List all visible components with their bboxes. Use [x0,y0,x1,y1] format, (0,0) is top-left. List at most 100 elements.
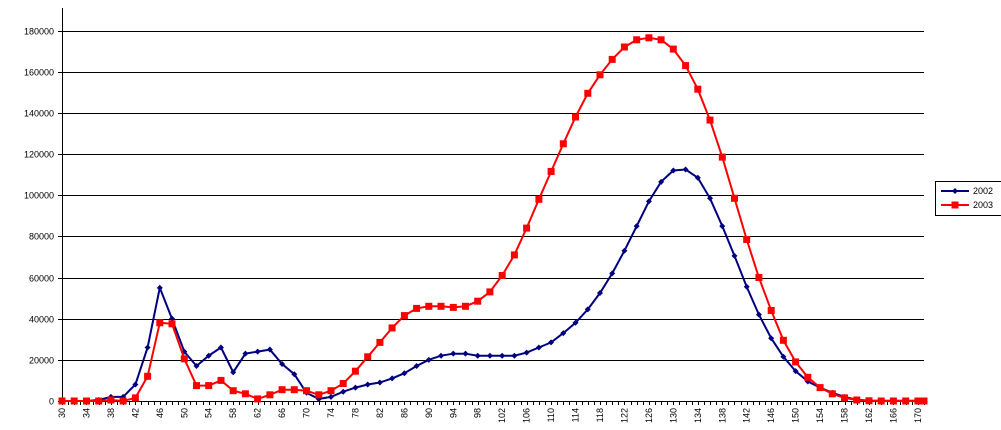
x-tick-label: 58 [228,408,238,418]
data-point [205,382,213,390]
series-group [58,34,928,405]
data-point [535,344,542,351]
legend-label-2003: 2003 [973,200,993,210]
data-point [254,395,262,403]
x-tick-label: 62 [253,408,263,418]
data-point [707,195,714,202]
data-point [450,350,457,357]
data-point [144,344,151,351]
x-tick-label: 170 [913,408,923,423]
x-tick-label: 154 [815,408,825,423]
data-point [731,194,738,202]
data-point [645,198,652,205]
data-point [682,62,690,70]
data-point [535,195,543,203]
legend-label-2002: 2002 [973,186,993,196]
data-point [780,353,787,360]
x-tick-label: 82 [375,408,385,418]
data-point [486,352,493,359]
data-point [351,367,359,375]
data-point [608,55,616,63]
data-point [389,375,396,382]
x-tick-label: 50 [179,408,189,418]
x-tick-label: 86 [399,408,409,418]
y-tick-label: 60000 [29,274,54,284]
data-point [670,167,677,174]
data-point [437,302,445,310]
gridlines [62,31,924,361]
data-point [560,330,567,337]
series-2003 [58,34,928,405]
data-point [205,352,212,359]
x-tick-label: 42 [130,408,140,418]
data-point [877,397,885,405]
data-point [376,338,384,346]
data-point [340,388,347,395]
y-tick-label: 100000 [24,191,54,201]
x-tick-label: 94 [448,408,458,418]
data-point [474,352,481,359]
data-point [596,289,603,296]
series-line-2003 [62,36,924,403]
data-point [291,371,298,378]
x-tick-label: 162 [864,408,874,423]
data-point [425,302,433,310]
data-point [498,272,506,279]
data-point [217,344,224,351]
axes [62,8,924,402]
data-point [217,376,225,384]
data-point [731,252,738,259]
y-tick-label: 20000 [29,356,54,366]
data-point [229,387,237,395]
data-point [449,303,457,311]
data-point [743,236,751,243]
x-tick-label: 106 [522,408,532,423]
data-point [278,386,286,394]
data-point [58,397,66,405]
data-point [620,43,628,51]
x-tick-label: 66 [277,408,287,418]
data-point [865,397,873,405]
data-point [682,166,689,173]
data-point [95,397,103,405]
data-point [853,396,861,404]
data-point [290,386,298,394]
data-point [303,387,310,395]
data-point [193,382,200,390]
data-point [180,355,188,363]
data-point [920,397,928,405]
data-point [510,251,518,259]
data-point [499,352,506,359]
data-point [523,349,530,356]
data-point [132,381,139,388]
x-tick-label: 134 [693,408,703,423]
data-point [364,381,371,388]
x-tick-label: 110 [546,408,556,422]
y-tick-label: 140000 [24,109,54,119]
data-point [755,311,762,318]
data-point [792,358,800,366]
data-point [828,390,836,398]
series-line-2002 [62,168,924,402]
data-point [119,397,127,405]
y-tick-label: 160000 [24,68,54,78]
data-point [400,312,408,320]
legend-box [935,181,1001,216]
x-axis-ticks: 30 34 38 42 46 50 54 58 62 66 70 74 78 82 86 90 94 98 102 1… [57,401,925,423]
data-point [633,36,641,44]
data-point [156,284,163,291]
data-point [804,373,812,381]
data-point [584,306,591,313]
data-point [401,370,408,377]
data-point [902,397,910,405]
x-tick-label: 150 [791,408,801,423]
x-tick-label: 146 [766,408,776,423]
data-point [168,320,176,328]
data-point [83,397,90,405]
data-point [841,394,848,402]
data-point [266,346,273,353]
data-point [462,302,469,310]
data-point [768,335,775,342]
data-point [584,89,592,97]
legend-marker-2003 [951,201,959,209]
